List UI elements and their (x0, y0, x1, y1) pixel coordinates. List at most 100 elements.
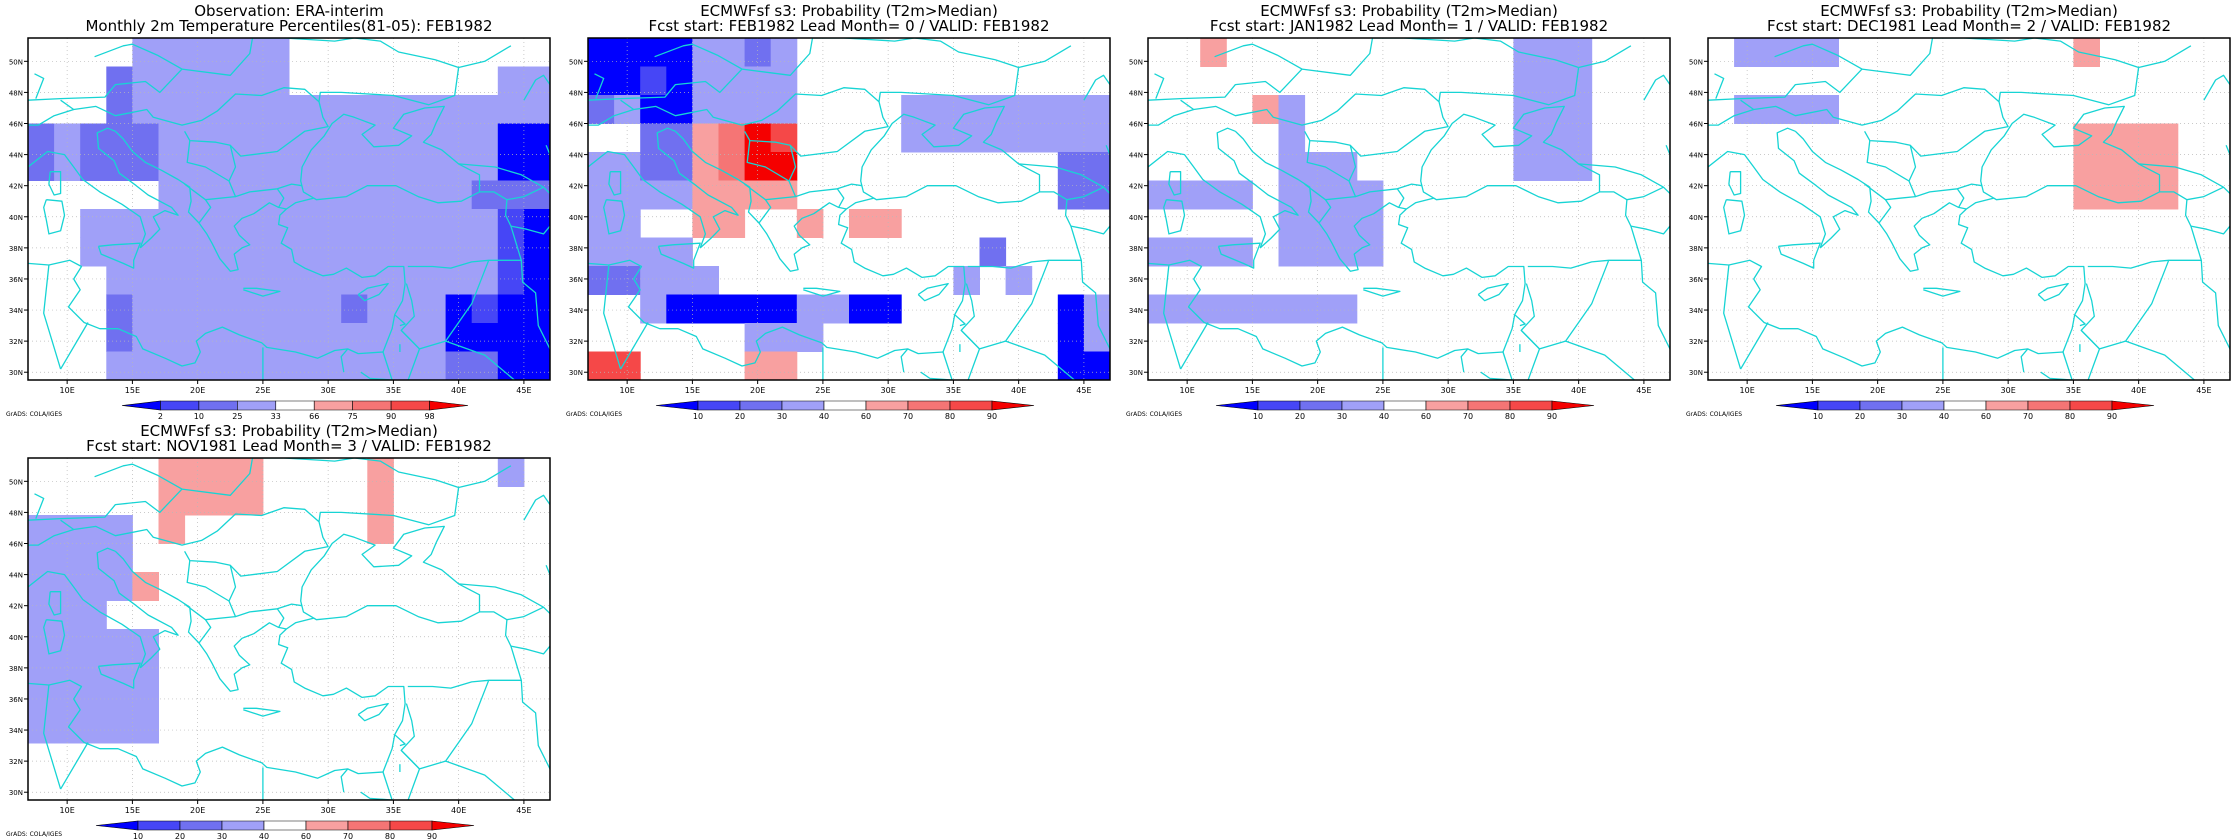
grid-cell (236, 95, 264, 124)
grid-cell (158, 294, 186, 324)
lat-tick-label: 30N (1129, 369, 1143, 377)
legend-swatch (347, 820, 391, 831)
panel-title-line2: Fcst start: NOV1981 Lead Month= 3 / VALI… (86, 437, 492, 455)
coastline-path (900, 348, 909, 373)
coastline-path (1363, 287, 1401, 297)
coastline-path (1154, 73, 1165, 99)
grid-cell (28, 657, 55, 687)
grid-cell (666, 294, 693, 324)
legend-label: 40 (1379, 412, 1389, 420)
grid-cell (210, 486, 238, 516)
panel-title-line2: Fcst start: JAN1982 Lead Month= 1 / VALI… (1210, 17, 1608, 35)
grid-cell (523, 266, 551, 295)
grid-cell (393, 95, 420, 124)
coastline-path (1325, 195, 1356, 201)
grid-cell (262, 294, 290, 324)
grid-cell (315, 323, 342, 352)
coastline-path (1723, 264, 1742, 370)
color-legend: 2 10 25 33 66 75 90 98 (121, 400, 469, 420)
coastline-path (1866, 140, 1983, 198)
grid-cell (158, 38, 186, 67)
coastline-path (836, 188, 845, 208)
grid-cell (666, 266, 693, 295)
lat-tick-label: 44N (1689, 152, 1703, 160)
lat-tick-label: 48N (569, 89, 583, 97)
coastline-path (360, 791, 393, 800)
coastlines (588, 38, 1110, 380)
coastline-path (286, 105, 481, 210)
grid-cells (28, 458, 525, 744)
coastline-path (43, 684, 62, 790)
grid-cell (419, 237, 447, 267)
grid-cell (1513, 123, 1540, 153)
legend-swatch (429, 400, 469, 411)
legend-swatch (313, 400, 353, 411)
grid-cell (236, 66, 264, 96)
grid-cell (1057, 180, 1085, 210)
legend-swatch (179, 820, 223, 831)
lat-tick-label: 46N (569, 121, 583, 129)
grid-cell (953, 266, 980, 295)
coastline-path (2080, 329, 2101, 380)
grid-cell (1148, 237, 1175, 267)
grid-cell (497, 266, 525, 295)
coastline-path (28, 38, 254, 101)
coastline-path (43, 264, 62, 370)
grid-cell (640, 66, 667, 96)
coastline-path (1480, 371, 1513, 380)
legend-label: 2 (158, 412, 163, 420)
coastline-path (603, 199, 626, 235)
coastline-path (1214, 43, 1303, 70)
coastline-path (60, 742, 89, 790)
grid-cell (1083, 152, 1111, 181)
coastline-path (1708, 38, 1934, 101)
legend-label: 98 (424, 412, 434, 420)
legend-label: 20 (1295, 412, 1305, 420)
grid-cell (419, 152, 447, 181)
grid-cell (132, 123, 159, 153)
grid-cell (367, 237, 394, 267)
grid-cell (210, 95, 238, 124)
grid-cell (1356, 209, 1384, 238)
coastline-path (1348, 145, 1357, 182)
lat-tick-label: 46N (1689, 121, 1703, 129)
grid-cell (1083, 351, 1111, 381)
grid-cell (210, 458, 238, 487)
legend-label: 20 (175, 832, 185, 840)
legend-label: 10 (1253, 412, 1263, 420)
coastline-path (1397, 208, 1526, 353)
grid-cell (289, 323, 316, 352)
lon-tick-label: 25E (255, 386, 270, 395)
grid-cell (796, 294, 824, 324)
grid-cell (718, 38, 746, 67)
legend-swatch (389, 820, 433, 831)
grid-cell (1031, 123, 1059, 153)
coastline-path (954, 314, 966, 327)
lon-tick-label: 35E (1506, 386, 1521, 395)
legend-swatch (1817, 400, 1861, 411)
lon-tick-label: 10E (60, 806, 75, 815)
grid-cell (106, 323, 133, 352)
grid-cell (1148, 180, 1175, 210)
legend-label: 90 (987, 412, 997, 420)
grid-cell (106, 123, 133, 153)
grid-cell (2073, 152, 2100, 181)
coastline-path (2203, 74, 2230, 101)
lat-tick-label: 32N (9, 758, 23, 766)
grid-cell (262, 123, 290, 153)
legend-swatch (907, 400, 951, 411)
grid-cell (523, 152, 551, 181)
lon-tick-label: 10E (60, 386, 75, 395)
coastline-path (1168, 171, 1182, 196)
grid-cell (2151, 123, 2179, 153)
coastline-path (1864, 183, 1892, 224)
grid-cell (471, 351, 499, 381)
grid-cell (822, 294, 850, 324)
lon-tick-label: 30E (321, 386, 336, 395)
coastline-path (340, 768, 349, 793)
legend-swatch (2069, 400, 2113, 411)
grid-cell (367, 486, 394, 516)
coastline-path (28, 458, 254, 521)
coastline-path (1777, 242, 1821, 269)
grid-cell (184, 95, 212, 124)
